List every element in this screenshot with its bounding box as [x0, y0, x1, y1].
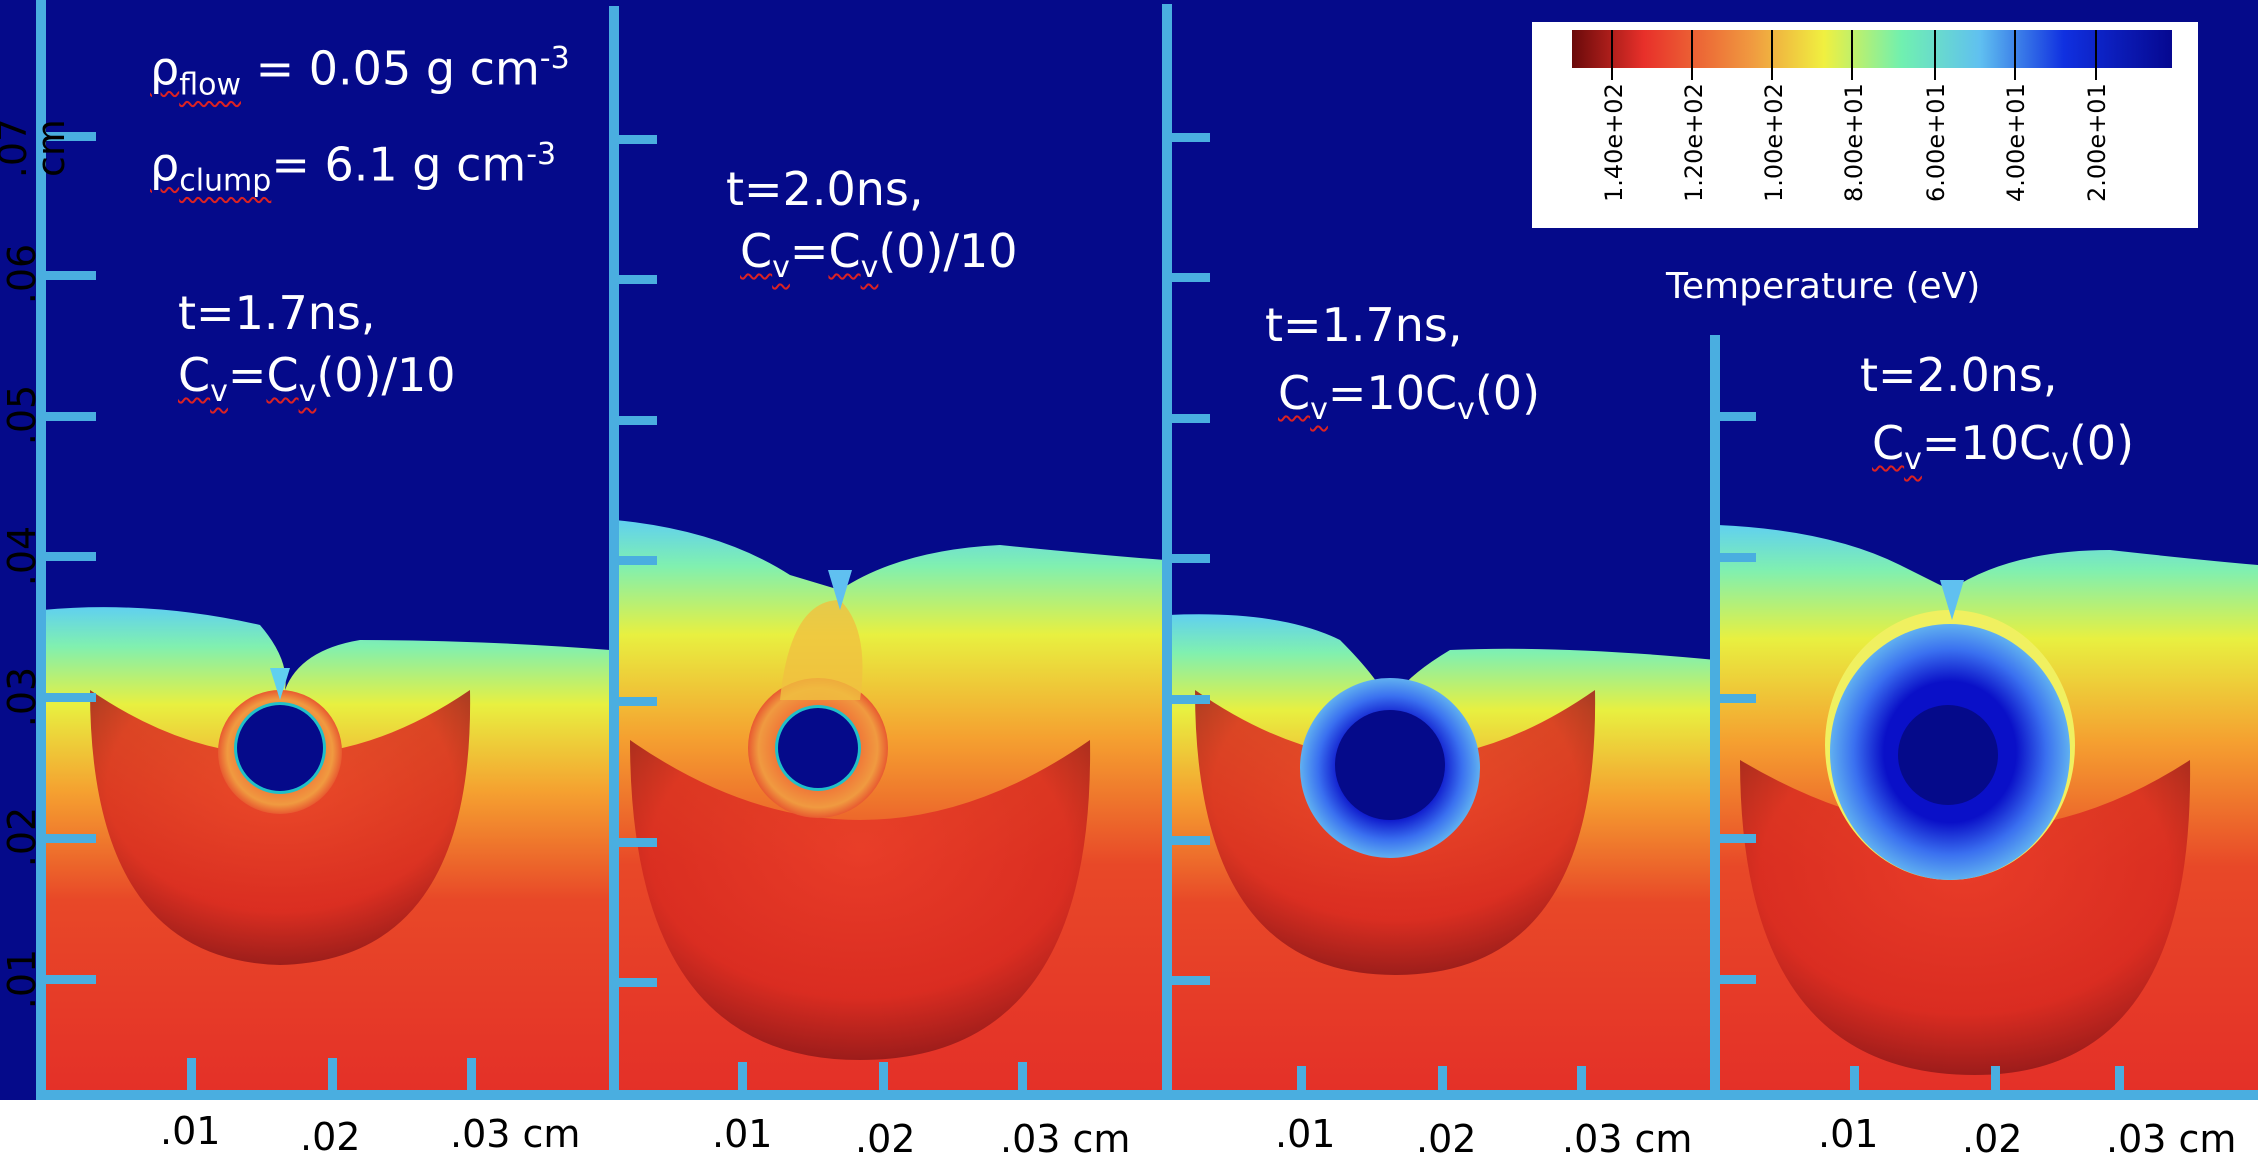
colorbar-tick-label: 4.00e+01	[2002, 83, 2030, 202]
y-tick-marks	[46, 132, 1756, 987]
colorbar-title: Temperature (eV)	[1666, 266, 1981, 307]
panel-3-time-label: t=1.7ns,	[1265, 298, 1463, 352]
colorbar-tick-label: 2.00e+01	[2083, 83, 2111, 202]
x-tick-label: .03 cm	[2106, 1117, 2237, 1161]
x-tick-label: .03 cm	[450, 1112, 581, 1156]
x-tick-marks	[187, 1058, 2124, 1094]
y-tick-label: .03	[0, 666, 44, 728]
panel-3-field	[1168, 614, 1716, 1095]
panel-frames	[36, 0, 2258, 1100]
panel-4-cv-label: Cv=10Cv(0)	[1872, 416, 2135, 478]
y-tick-label: .01	[0, 948, 44, 1010]
panel-1-cv-label: Cv=Cv(0)/10	[178, 348, 456, 410]
x-tick-label: .01	[1275, 1112, 1336, 1156]
colorbar-tick-label: 8.00e+01	[1840, 83, 1868, 202]
colorbar	[1572, 30, 2172, 68]
x-tick-label: .03 cm	[1562, 1117, 1693, 1161]
x-tick-label: .01	[1818, 1112, 1879, 1156]
panel-4-field	[1718, 525, 2258, 1095]
panel-2-field	[615, 520, 1165, 1095]
y-tick-label: .04	[0, 525, 44, 587]
x-tick-label: .02	[300, 1115, 361, 1159]
x-tick-label: .02	[1416, 1117, 1477, 1161]
colorbar-tick-label: 1.20e+02	[1680, 83, 1708, 202]
colorbar-ticks	[1611, 30, 2097, 80]
x-tick-label: .03 cm	[1000, 1117, 1131, 1161]
y-tick-label: .02	[0, 806, 44, 868]
panel-2-cv-label: Cv=Cv(0)/10	[740, 224, 1018, 286]
panel-2-time-label: t=2.0ns,	[726, 162, 924, 216]
x-tick-label: .02	[855, 1117, 916, 1161]
y-axis-unit-label: .07 cm	[0, 117, 73, 179]
y-tick-label: .05	[0, 384, 44, 446]
panel-4-time-label: t=2.0ns,	[1860, 348, 2058, 402]
panel-1-field	[42, 607, 610, 1095]
y-tick-label: .06	[0, 243, 44, 305]
colorbar-tick-label: 1.40e+02	[1600, 83, 1628, 202]
panel-1-time-label: t=1.7ns,	[178, 286, 376, 340]
panel-3-cv-label: Cv=10Cv(0)	[1278, 366, 1541, 428]
flow-density-label: ρflow = 0.05 g cm-3	[150, 41, 570, 103]
clump-density-label: ρclump= 6.1 g cm-3	[150, 137, 557, 199]
x-tick-label: .01	[712, 1112, 773, 1156]
x-tick-label: .01	[160, 1109, 221, 1153]
x-tick-label: .02	[1962, 1117, 2023, 1161]
colorbar-tick-label: 1.00e+02	[1760, 83, 1788, 202]
colorbar-tick-label: 6.00e+01	[1922, 83, 1950, 202]
